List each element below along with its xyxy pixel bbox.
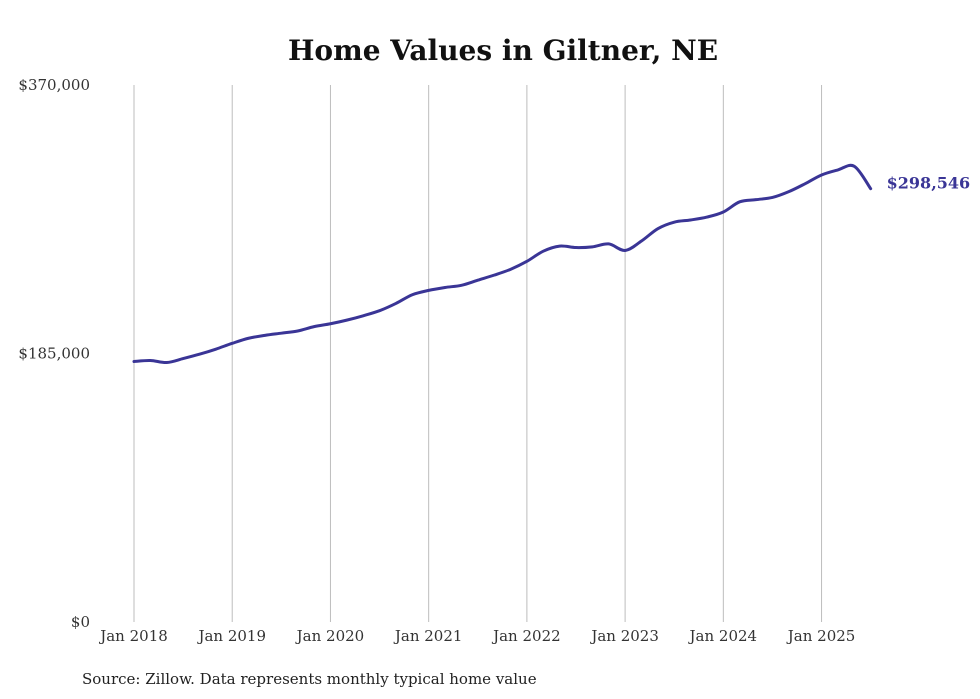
y-tick-label: $0: [71, 613, 90, 631]
chart-title: Home Values in Giltner, NE: [288, 34, 718, 67]
home-value-line: [132, 163, 873, 365]
data-point: [133, 360, 136, 363]
data-point: [624, 249, 627, 252]
y-axis-tick-labels: $0 $185,000 $370,000: [18, 76, 90, 631]
data-point: [493, 274, 496, 277]
data-point: [542, 250, 545, 253]
data-point: [656, 227, 659, 230]
data-point: [296, 330, 299, 333]
data-point: [231, 342, 234, 345]
latest-value-label: $298,546: [887, 174, 971, 193]
data-point: [165, 361, 168, 364]
y-tick-label: $370,000: [18, 76, 90, 94]
x-tick-label: Jan 2021: [393, 627, 463, 645]
data-point: [689, 218, 692, 221]
data-point: [607, 242, 610, 245]
x-tick-label: Jan 2020: [295, 627, 365, 645]
x-axis-tick-labels: Jan 2018 Jan 2019 Jan 2020 Jan 2021 Jan 2022…: [98, 627, 855, 645]
data-point: [575, 246, 578, 249]
data-point: [705, 216, 708, 219]
data-point: [280, 332, 283, 335]
data-point: [247, 337, 250, 340]
data-point: [444, 286, 447, 289]
data-point: [771, 196, 774, 199]
data-point: [820, 173, 823, 176]
data-point: [460, 284, 463, 287]
data-point: [329, 322, 332, 325]
x-tick-label: Jan 2019: [196, 627, 266, 645]
data-point: [836, 168, 839, 171]
gridlines: [133, 85, 823, 622]
data-point: [722, 210, 725, 213]
data-point: [869, 187, 872, 190]
data-point: [509, 268, 512, 271]
x-tick-label: Jan 2018: [98, 627, 168, 645]
series-layer: $298,546: [132, 163, 971, 365]
data-point: [804, 182, 807, 185]
y-tick-label: $185,000: [18, 345, 90, 363]
data-point: [263, 334, 266, 337]
data-point: [198, 353, 201, 356]
x-tick-label: Jan 2022: [491, 627, 561, 645]
data-point: [427, 289, 430, 292]
data-point: [787, 190, 790, 193]
x-tick-label: Jan 2023: [589, 627, 659, 645]
data-point: [591, 245, 594, 248]
data-point: [394, 302, 397, 305]
source-note: Source: Zillow. Data represents monthly …: [82, 670, 537, 688]
data-point: [853, 165, 856, 168]
x-tick-label: Jan 2024: [688, 627, 758, 645]
data-point: [673, 221, 676, 224]
data-point: [738, 200, 741, 203]
data-point: [345, 319, 348, 322]
data-point: [313, 325, 316, 328]
data-point: [411, 293, 414, 296]
data-point: [640, 240, 643, 243]
data-point: [149, 359, 152, 362]
data-point: [214, 348, 217, 351]
data-point: [558, 245, 561, 248]
data-point: [378, 309, 381, 312]
data-point: [476, 279, 479, 282]
data-point: [182, 357, 185, 360]
data-point: [755, 198, 758, 201]
data-point: [362, 314, 365, 317]
x-tick-label: Jan 2025: [786, 627, 856, 645]
data-point: [525, 260, 528, 263]
